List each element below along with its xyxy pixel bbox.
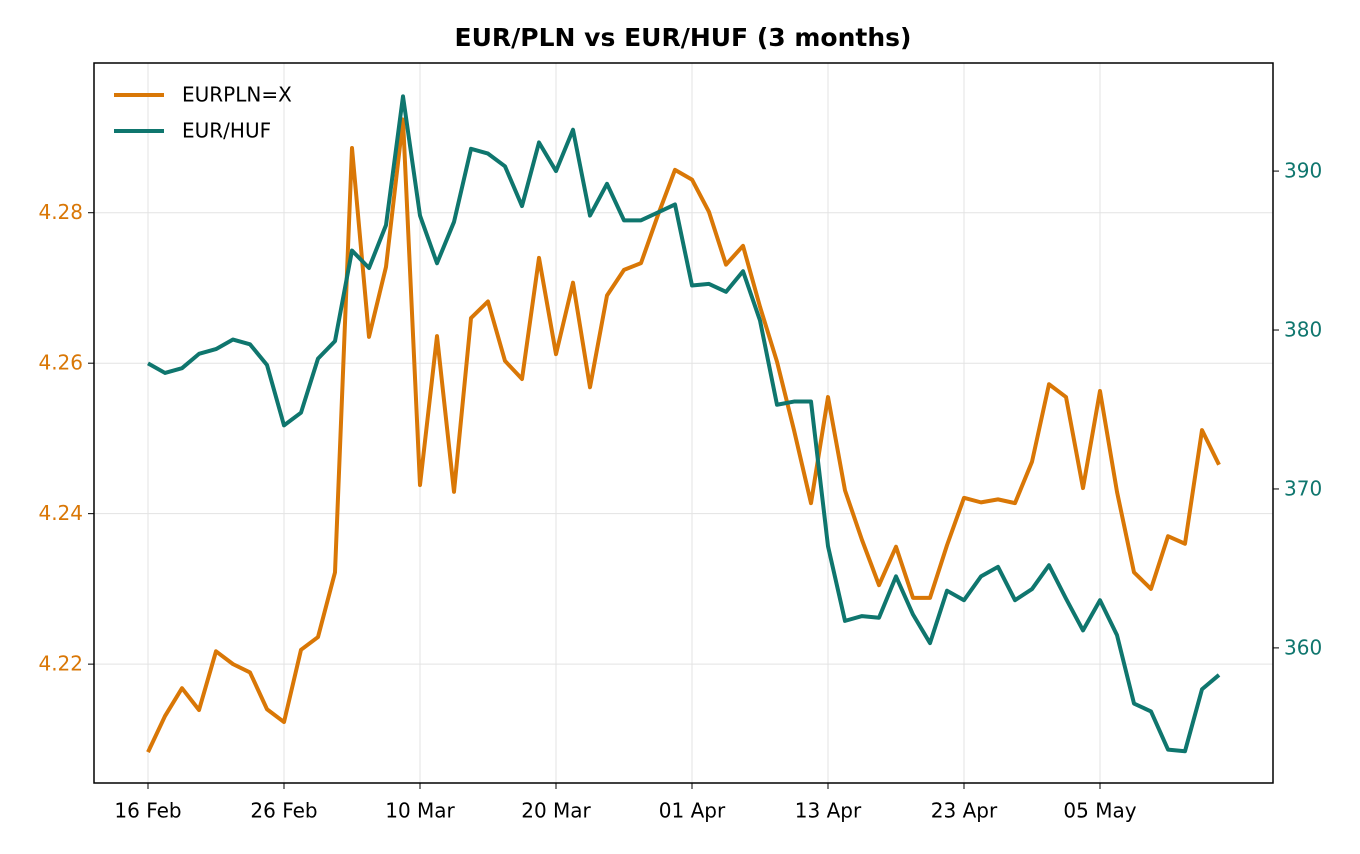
legend-label: EUR/HUF bbox=[182, 119, 271, 143]
plot-area bbox=[94, 63, 1273, 783]
legend-label: EURPLN=X bbox=[182, 83, 292, 107]
y-tick-label: 4.24 bbox=[38, 501, 83, 525]
x-tick-label: 20 Mar bbox=[521, 799, 591, 823]
x-tick-label: 05 May bbox=[1063, 799, 1136, 823]
plot-frame bbox=[93, 62, 1274, 784]
series-line bbox=[146, 117, 1221, 754]
y-tick-label: 4.28 bbox=[38, 200, 83, 224]
y-tick-label: 4.26 bbox=[38, 351, 83, 375]
x-tick-label: 26 Feb bbox=[250, 799, 317, 823]
x-tick-label: 16 Feb bbox=[114, 799, 181, 823]
legend: EURPLN=X EUR/HUF bbox=[114, 83, 292, 143]
chart-title: EUR/PLN vs EUR/HUF (3 months) bbox=[455, 23, 912, 52]
y2-tick-label: 370 bbox=[1284, 476, 1322, 500]
x-tick-label: 23 Apr bbox=[931, 799, 998, 823]
series-line bbox=[147, 94, 1221, 754]
x-tick-label: 10 Mar bbox=[385, 799, 455, 823]
y2-tick-label: 380 bbox=[1284, 318, 1322, 342]
x-tick-label: 01 Apr bbox=[659, 799, 726, 823]
y-tick-label: 4.22 bbox=[38, 652, 83, 676]
x-tick-label: 13 Apr bbox=[795, 799, 862, 823]
y2-tick-label: 390 bbox=[1284, 159, 1322, 183]
y2-tick-label: 360 bbox=[1284, 635, 1322, 659]
